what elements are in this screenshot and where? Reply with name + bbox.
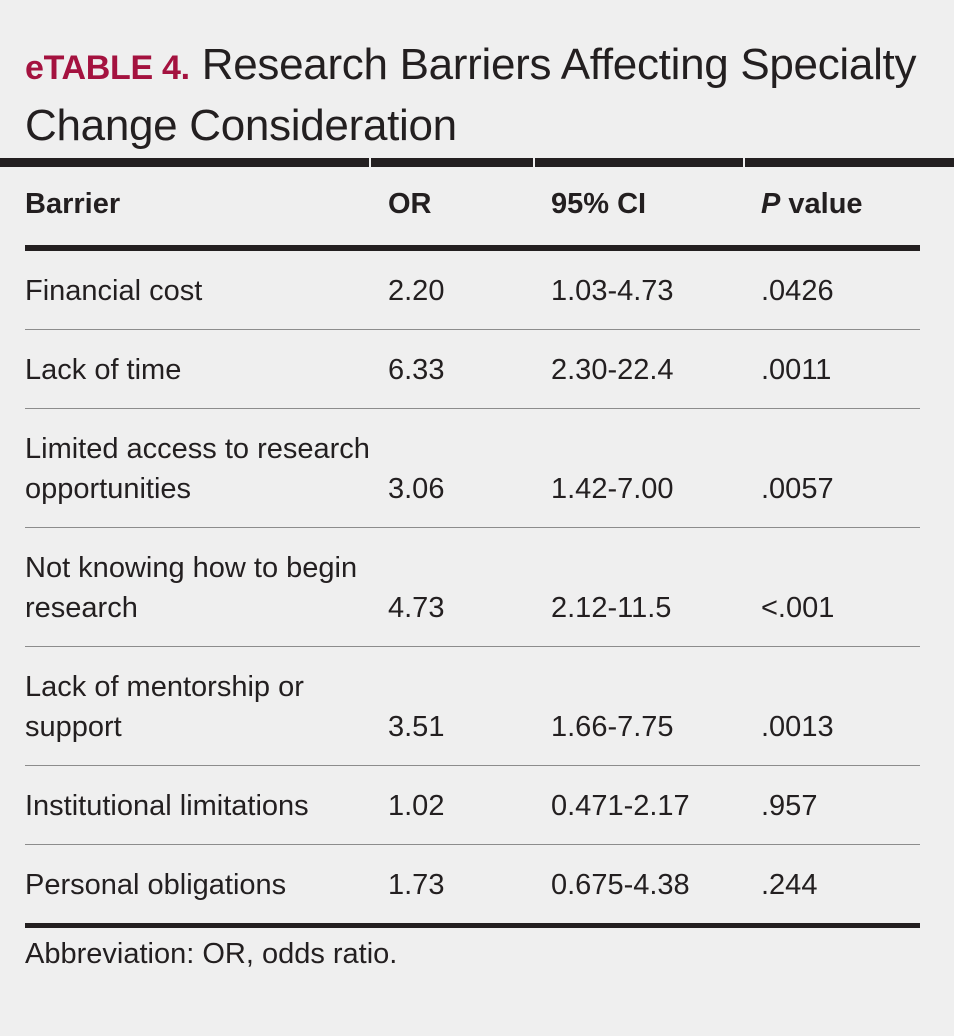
cell-p: .0426 bbox=[743, 248, 920, 330]
cell-p: <.001 bbox=[743, 527, 920, 647]
header-p-rest: value bbox=[780, 188, 863, 220]
header-p-italic: P bbox=[761, 188, 781, 220]
cell-ci: 1.42-7.00 bbox=[533, 408, 743, 528]
cell-p: .957 bbox=[743, 765, 920, 845]
table-row: Lack of mentorship or support 3.51 1.66-… bbox=[25, 646, 920, 766]
cell-ci: 1.66-7.75 bbox=[533, 646, 743, 766]
table-row: Not knowing how to begin research 4.73 2… bbox=[25, 527, 920, 647]
cell-barrier: Not knowing how to begin research bbox=[25, 527, 370, 647]
cell-p: .0013 bbox=[743, 646, 920, 766]
cell-or: 6.33 bbox=[370, 329, 533, 409]
header-barrier: Barrier bbox=[25, 167, 370, 251]
cell-barrier: Limited access to research opportunities bbox=[25, 408, 370, 528]
top-rule bbox=[0, 158, 954, 167]
cell-barrier: Lack of mentorship or support bbox=[25, 646, 370, 766]
cell-barrier: Personal obligations bbox=[25, 844, 370, 928]
cell-ci: 1.03-4.73 bbox=[533, 248, 743, 330]
cell-or: 2.20 bbox=[370, 248, 533, 330]
cell-barrier: Lack of time bbox=[25, 329, 370, 409]
rule-gap bbox=[369, 158, 371, 167]
rule-gap bbox=[743, 158, 745, 167]
cell-p: .244 bbox=[743, 844, 920, 928]
cell-barrier: Institutional limitations bbox=[25, 765, 370, 845]
header-p-value: P value bbox=[743, 167, 920, 251]
header-or: OR bbox=[370, 167, 533, 251]
cell-p: .0057 bbox=[743, 408, 920, 528]
table-label: eTABLE 4. bbox=[25, 49, 190, 87]
cell-ci: 2.12-11.5 bbox=[533, 527, 743, 647]
rule-gap bbox=[533, 158, 535, 167]
cell-barrier: Financial cost bbox=[25, 248, 370, 330]
cell-or: 3.51 bbox=[370, 646, 533, 766]
table-row: Institutional limitations 1.02 0.471-2.1… bbox=[25, 765, 920, 845]
cell-ci: 0.471-2.17 bbox=[533, 765, 743, 845]
table-row: Financial cost 2.20 1.03-4.73 .0426 bbox=[25, 248, 920, 330]
footnote: Abbreviation: OR, odds ratio. bbox=[25, 938, 398, 970]
cell-ci: 0.675-4.38 bbox=[533, 844, 743, 928]
table-row: Limited access to research opportunities… bbox=[25, 408, 920, 528]
table-title-text: Research Barriers Affecting Specialty Ch… bbox=[25, 40, 917, 150]
header-ci: 95% CI bbox=[533, 167, 743, 251]
table-title: eTABLE 4. Research Barriers Affecting Sp… bbox=[25, 36, 925, 155]
cell-or: 1.73 bbox=[370, 844, 533, 928]
cell-or: 4.73 bbox=[370, 527, 533, 647]
cell-or: 3.06 bbox=[370, 408, 533, 528]
table-row: Lack of time 6.33 2.30-22.4 .0011 bbox=[25, 329, 920, 409]
data-table: Barrier OR 95% CI P value Financial cost… bbox=[25, 167, 920, 928]
cell-or: 1.02 bbox=[370, 765, 533, 845]
cell-p: .0011 bbox=[743, 329, 920, 409]
cell-ci: 2.30-22.4 bbox=[533, 329, 743, 409]
header-row: Barrier OR 95% CI P value bbox=[25, 167, 920, 251]
table-row: Personal obligations 1.73 0.675-4.38 .24… bbox=[25, 844, 920, 928]
